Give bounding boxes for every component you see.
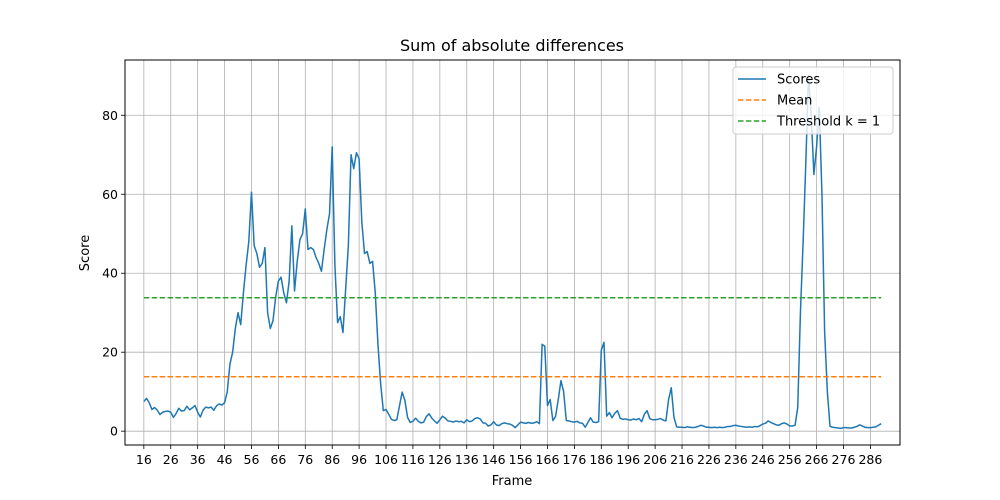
legend-label-threshold-k-1: Threshold k = 1 xyxy=(776,115,880,130)
x-tick-label: 136 xyxy=(455,452,479,467)
x-tick-label: 186 xyxy=(589,452,613,467)
chart-title: Sum of absolute differences xyxy=(400,36,624,55)
x-tick-label: 266 xyxy=(805,452,829,467)
legend-box xyxy=(732,66,894,135)
x-tick-label: 106 xyxy=(374,452,398,467)
y-tick-label: 80 xyxy=(102,108,118,123)
x-tick-label: 156 xyxy=(509,452,533,467)
x-tick-label: 276 xyxy=(832,452,856,467)
x-tick-label: 56 xyxy=(244,452,260,467)
x-tick-label: 36 xyxy=(190,452,206,467)
x-tick-label: 26 xyxy=(163,452,179,467)
x-tick-label: 206 xyxy=(643,452,667,467)
x-tick-label: 66 xyxy=(270,452,286,467)
x-tick-label: 116 xyxy=(401,452,425,467)
x-tick-label: 236 xyxy=(724,452,748,467)
legend-label-mean: Mean xyxy=(777,94,812,109)
y-tick-label: 20 xyxy=(102,345,118,360)
x-tick-label: 126 xyxy=(428,452,452,467)
grid xyxy=(125,60,900,445)
y-tick-label: 0 xyxy=(110,424,118,439)
legend: Scores Mean Threshold k = 1 xyxy=(732,66,894,135)
x-tick-label: 256 xyxy=(778,452,802,467)
x-tick-label: 226 xyxy=(697,452,721,467)
x-tick-label: 16 xyxy=(136,452,152,467)
plot-frame xyxy=(124,59,901,446)
legend-label-scores: Scores xyxy=(777,73,820,88)
series-layer xyxy=(143,75,882,430)
x-axis-title: Frame xyxy=(492,474,533,489)
tick-layer: 16 26 36 46 56 66 76 86 96 106 116 126 136 146 156 166 1… xyxy=(102,108,882,467)
series-line-scores xyxy=(143,75,882,430)
x-tick-label: 286 xyxy=(858,452,882,467)
x-tick-label: 246 xyxy=(751,452,775,467)
x-tick-label: 196 xyxy=(616,452,640,467)
y-tick-label: 60 xyxy=(102,187,118,202)
x-tick-label: 146 xyxy=(482,452,506,467)
x-tick-label: 96 xyxy=(351,452,367,467)
x-tick-label: 216 xyxy=(670,452,694,467)
y-axis-title: Score xyxy=(78,235,93,271)
x-tick-label: 86 xyxy=(324,452,340,467)
x-tick-label: 176 xyxy=(562,452,586,467)
y-tick-label: 40 xyxy=(102,266,118,281)
x-tick-label: 46 xyxy=(217,452,233,467)
x-tick-label: 166 xyxy=(536,452,560,467)
x-tick-label: 76 xyxy=(297,452,313,467)
